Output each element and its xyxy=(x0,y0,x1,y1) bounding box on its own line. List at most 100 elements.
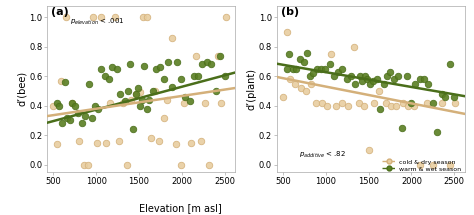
Point xyxy=(68,101,76,104)
Point xyxy=(420,77,428,81)
Point xyxy=(416,77,423,81)
Point xyxy=(136,91,144,94)
Point xyxy=(394,75,402,78)
Point xyxy=(429,163,437,166)
Point xyxy=(94,107,102,110)
Point xyxy=(129,127,137,131)
Point xyxy=(352,82,359,85)
Point xyxy=(318,101,326,104)
Point xyxy=(451,101,458,104)
Point xyxy=(438,101,446,104)
Point xyxy=(289,67,297,71)
Point xyxy=(177,163,185,166)
Point xyxy=(306,75,314,78)
Point xyxy=(57,79,65,82)
Point xyxy=(405,104,412,108)
Point xyxy=(317,67,325,71)
Point xyxy=(97,16,105,19)
Point xyxy=(411,82,419,85)
Point xyxy=(310,72,317,75)
Point xyxy=(283,30,291,34)
Point xyxy=(136,104,144,108)
Point xyxy=(407,101,415,104)
Point xyxy=(74,111,82,115)
Point xyxy=(364,77,371,81)
Point xyxy=(132,92,139,96)
Point xyxy=(383,101,390,104)
Text: $\it{p}$$_{\it{elevation}}$ < .001: $\it{p}$$_{\it{elevation}}$ < .001 xyxy=(70,17,125,27)
Point xyxy=(323,104,331,108)
Point xyxy=(85,82,92,85)
Point xyxy=(143,16,151,19)
Point xyxy=(300,60,307,63)
Point xyxy=(292,67,300,71)
Point xyxy=(91,104,99,108)
Point xyxy=(312,101,320,104)
Point xyxy=(109,66,116,69)
Point xyxy=(296,57,304,60)
Point xyxy=(152,67,160,71)
Point xyxy=(172,142,180,146)
Point xyxy=(61,80,69,84)
Point xyxy=(328,52,335,56)
Point xyxy=(360,104,368,108)
Point xyxy=(54,101,61,104)
Point xyxy=(343,77,351,81)
Point xyxy=(55,104,63,108)
Point xyxy=(307,82,315,85)
Point xyxy=(446,63,453,66)
Point xyxy=(135,86,142,90)
Point xyxy=(139,16,147,19)
Point xyxy=(128,98,135,101)
Point xyxy=(169,36,176,40)
Point xyxy=(181,101,188,104)
Point xyxy=(157,66,164,69)
Point xyxy=(197,139,204,143)
Point xyxy=(143,107,151,110)
Point xyxy=(64,116,71,119)
Point xyxy=(68,101,76,104)
Point xyxy=(392,104,400,108)
Point xyxy=(429,101,437,104)
Point xyxy=(138,98,146,101)
Point xyxy=(313,67,320,71)
Point xyxy=(403,75,410,78)
Point xyxy=(330,75,337,78)
Point xyxy=(383,75,391,78)
Point xyxy=(124,89,132,93)
Point xyxy=(297,86,304,90)
Point xyxy=(113,67,120,71)
Point xyxy=(424,82,432,85)
Point xyxy=(149,89,156,93)
Point xyxy=(285,52,293,56)
Point xyxy=(186,100,193,103)
Point xyxy=(119,101,127,104)
Point xyxy=(75,139,83,143)
Point xyxy=(356,75,364,78)
Point xyxy=(334,70,342,74)
Point xyxy=(164,98,171,101)
Point xyxy=(380,82,387,85)
Point xyxy=(344,104,351,108)
Point xyxy=(132,92,139,96)
Point xyxy=(355,101,363,104)
Point xyxy=(188,141,195,144)
Point xyxy=(375,89,383,93)
Point xyxy=(80,163,88,166)
Point xyxy=(89,16,97,19)
Point xyxy=(93,141,100,144)
Point xyxy=(279,95,287,99)
Point xyxy=(361,75,368,78)
Point xyxy=(98,67,105,71)
Text: (a): (a) xyxy=(51,7,69,17)
Point xyxy=(207,63,215,66)
Point xyxy=(302,89,310,93)
Point xyxy=(177,77,185,81)
Point xyxy=(326,63,333,66)
Point xyxy=(199,63,206,66)
Point xyxy=(147,136,155,140)
Point xyxy=(102,141,109,144)
Point xyxy=(194,75,202,78)
Point xyxy=(101,75,109,78)
Point xyxy=(321,67,329,71)
